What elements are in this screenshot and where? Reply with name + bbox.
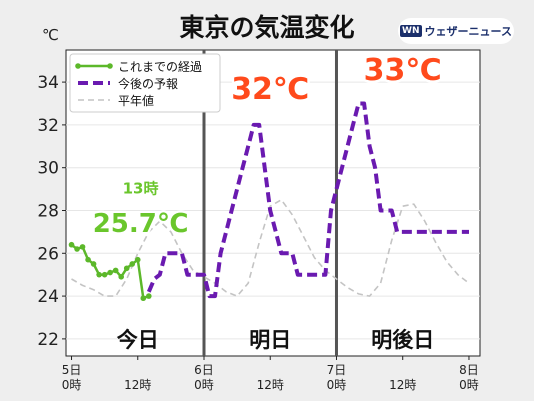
series-point (112, 267, 119, 274)
series-point (140, 295, 147, 302)
day-label: 明後日 (371, 328, 434, 352)
y-tick-label: 22 (37, 330, 59, 350)
series-point (118, 274, 124, 280)
brand-logo-icon: WN (400, 25, 422, 37)
x-tick-label-day: 5日 (62, 363, 82, 377)
x-tick-label-hour: 12時 (257, 378, 284, 392)
y-tick-label: 30 (37, 159, 59, 179)
brand-badge: WN ウェザーニュース (398, 18, 514, 44)
x-tick-label-day: 6日 (194, 363, 214, 377)
page-title: 東京の気温変化 (179, 13, 355, 42)
x-tick-label-hour: 0時 (327, 378, 347, 392)
series-line (71, 199, 470, 297)
legend-box (69, 53, 221, 113)
x-tick-label-day: 7日 (327, 363, 347, 377)
x-tick-label-hour: 0時 (459, 378, 479, 392)
series-point (68, 241, 75, 248)
series-point (96, 271, 102, 278)
legend-entry: 平年値 (118, 93, 154, 108)
x-tick-label-hour: 12時 (124, 378, 151, 392)
series-point (90, 261, 97, 267)
y-tick-label: 34 (37, 73, 59, 93)
y-axis-unit: ℃ (42, 26, 59, 44)
x-tick-label-hour: 0時 (62, 378, 82, 392)
legend-entry: 今後の予報 (118, 76, 178, 91)
series-point (85, 256, 91, 263)
series-point (101, 271, 108, 278)
series-point (74, 246, 80, 252)
x-tick-label-day: 8日 (459, 363, 479, 377)
series-point (146, 293, 152, 299)
y-tick-label: 28 (37, 201, 59, 221)
x-tick-label-hour: 0時 (194, 378, 214, 392)
annotation-label: 33℃ (364, 53, 442, 88)
y-tick-label: 24 (37, 287, 59, 307)
series-point (79, 244, 86, 250)
brand-label: ウェザーニュース (424, 25, 512, 38)
annotation-label: 32℃ (231, 72, 309, 107)
series-point (129, 261, 136, 267)
day-label: 今日 (117, 328, 159, 352)
x-tick-label-hour: 12時 (389, 378, 416, 392)
series-point (123, 265, 130, 272)
legend-swatch-marker (107, 63, 113, 69)
y-tick-label: 32 (37, 116, 59, 136)
legend-entry: これまでの経過 (118, 60, 202, 74)
legend-swatch-marker (75, 63, 81, 69)
series-point (107, 269, 113, 276)
series-line (146, 101, 469, 299)
series-point (134, 256, 141, 263)
annotation-label: 13時 (123, 179, 159, 197)
y-tick-label: 26 (37, 244, 59, 264)
annotation-label: 25.7℃ (93, 209, 189, 239)
day-label: 明日 (249, 328, 291, 352)
